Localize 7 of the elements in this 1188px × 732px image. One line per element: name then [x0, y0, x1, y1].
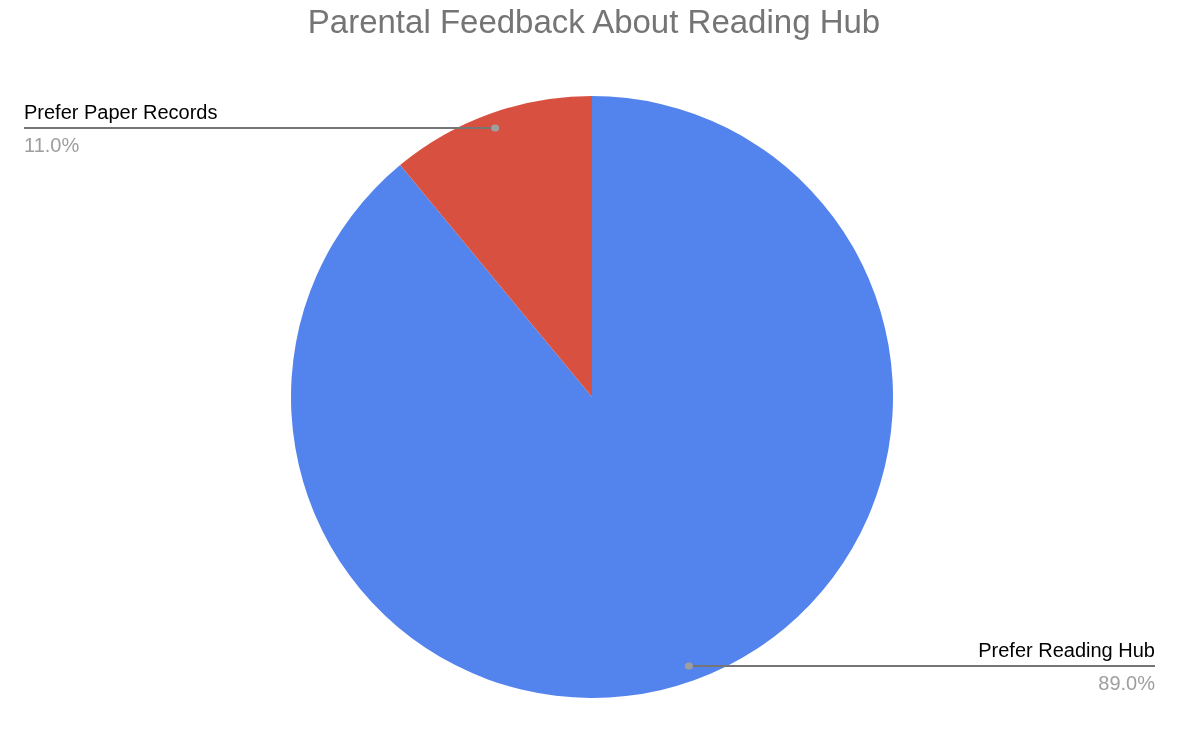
- data-label: 11.0%: [24, 133, 80, 156]
- pie-slice: [400, 96, 592, 397]
- slice-label: Prefer Reading Hub: [978, 639, 1155, 662]
- pie-slice: [291, 96, 893, 698]
- data-label: 89.0%: [1098, 672, 1156, 695]
- chart-title: Parental Feedback About Reading Hub: [307, 3, 881, 40]
- slice-label: Prefer Paper Records: [24, 100, 218, 123]
